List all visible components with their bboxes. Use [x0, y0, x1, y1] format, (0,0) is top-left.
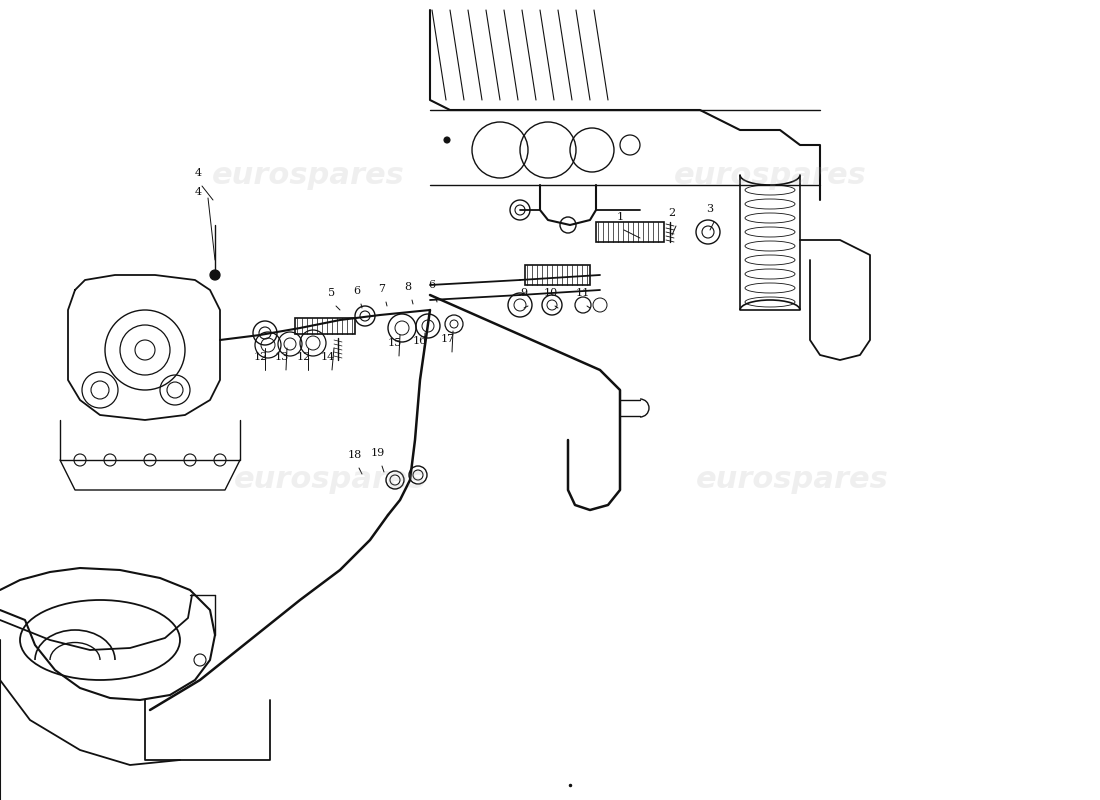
Text: 6: 6: [353, 286, 361, 296]
Bar: [525, 265, 590, 285]
Text: 14: 14: [321, 352, 336, 362]
Text: 8: 8: [405, 282, 411, 292]
Text: 12: 12: [254, 352, 268, 362]
Text: eurospares: eurospares: [695, 466, 889, 494]
Circle shape: [444, 137, 450, 143]
Text: 13: 13: [275, 352, 289, 362]
Text: 10: 10: [543, 288, 558, 298]
Text: 4: 4: [195, 168, 201, 178]
Text: 5: 5: [329, 288, 336, 298]
Text: eurospares: eurospares: [673, 162, 867, 190]
Text: 3: 3: [706, 204, 714, 214]
Text: 18: 18: [348, 450, 362, 460]
Text: 4: 4: [195, 187, 201, 197]
Bar: [295, 318, 355, 334]
Text: 2: 2: [669, 208, 675, 218]
Text: 12: 12: [297, 352, 311, 362]
Text: 11: 11: [576, 288, 590, 298]
Text: 17: 17: [441, 334, 455, 344]
Text: 7: 7: [378, 284, 385, 294]
Bar: [596, 222, 664, 242]
Text: eurospares: eurospares: [211, 162, 405, 190]
Text: 16: 16: [412, 336, 427, 346]
Text: 6: 6: [428, 280, 436, 290]
Text: 1: 1: [616, 212, 624, 222]
Text: 19: 19: [371, 448, 385, 458]
Text: 15: 15: [388, 338, 403, 348]
Text: 9: 9: [520, 288, 528, 298]
Text: eurospares: eurospares: [233, 466, 427, 494]
Circle shape: [210, 270, 220, 280]
